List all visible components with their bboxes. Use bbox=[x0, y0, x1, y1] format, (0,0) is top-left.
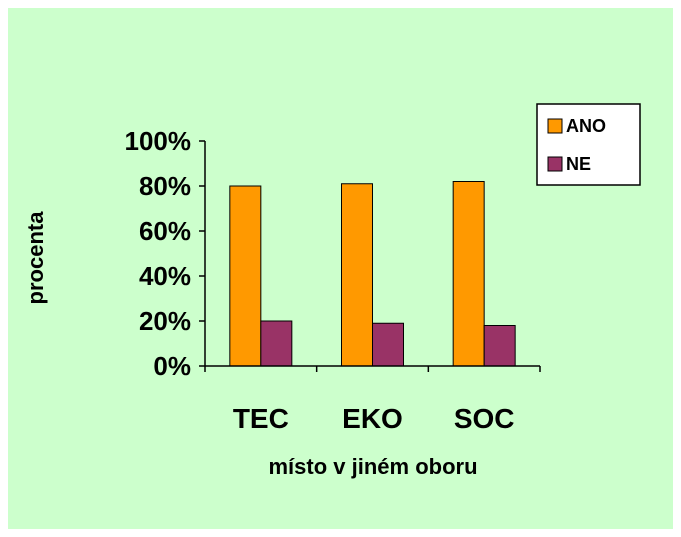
x-axis-title: místo v jiném oboru bbox=[268, 454, 477, 479]
bar-ano-eko bbox=[341, 183, 373, 367]
bar-ano-soc bbox=[452, 181, 485, 367]
y-tick-label: 20% bbox=[139, 306, 191, 336]
bar-ne-eko bbox=[372, 322, 404, 367]
bar-chart: 0% 20% 40% 60% 80% 100% TEC EKO SOC procenta mí… bbox=[23, 103, 641, 479]
legend-swatch-ano bbox=[547, 118, 563, 134]
bar-ne-tec bbox=[260, 320, 293, 367]
y-tick-label: 100% bbox=[125, 126, 192, 156]
bar-ano-tec bbox=[229, 185, 262, 367]
x-tick-label: TEC bbox=[233, 403, 289, 434]
legend: ANO NE bbox=[536, 103, 641, 186]
y-tick-label: 60% bbox=[139, 216, 191, 246]
legend-label-ano: ANO bbox=[566, 116, 606, 136]
legend-swatch-ne bbox=[547, 156, 563, 172]
y-tick-label: 80% bbox=[139, 171, 191, 201]
legend-label-ne: NE bbox=[566, 154, 591, 174]
chart-area: 0% 20% 40% 60% 80% 100% TEC EKO SOC procenta mí… bbox=[8, 8, 673, 529]
y-axis-title: procenta bbox=[23, 211, 48, 305]
x-tick-label: SOC bbox=[454, 403, 515, 434]
bar-ne-soc bbox=[483, 325, 516, 367]
y-tick-label: 40% bbox=[139, 261, 191, 291]
y-tick-label: 0% bbox=[153, 351, 191, 381]
x-tick-label: EKO bbox=[342, 403, 403, 434]
